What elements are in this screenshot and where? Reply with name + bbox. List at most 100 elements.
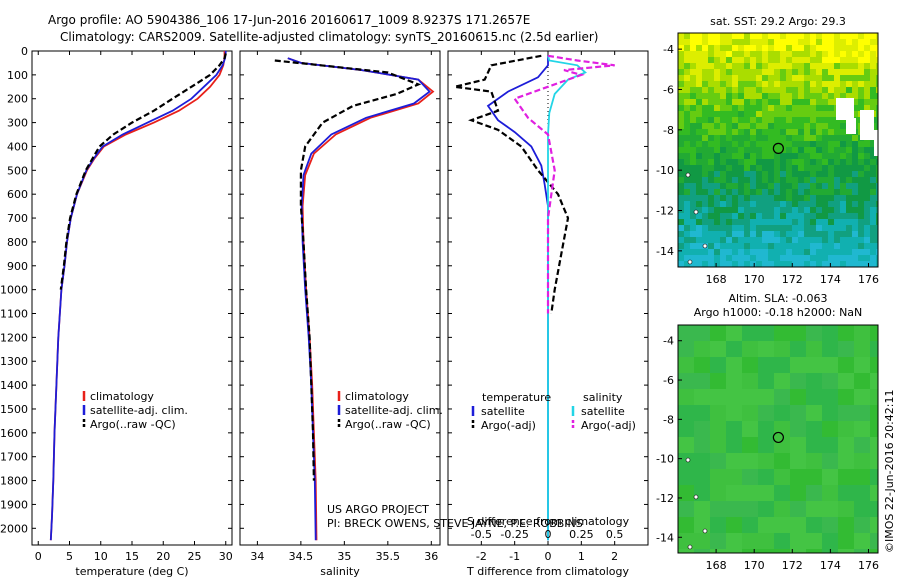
map-cell — [762, 87, 768, 93]
map-cell — [710, 325, 726, 341]
map-cell — [678, 69, 684, 75]
map-cell — [806, 469, 822, 485]
map-cell — [840, 213, 846, 219]
y-tick-label: -10 — [656, 453, 674, 466]
map-cell — [806, 357, 822, 373]
map-cell — [858, 57, 864, 63]
map-cell — [838, 341, 854, 357]
map-cell — [732, 51, 738, 57]
map-cell — [804, 39, 810, 45]
map-cell — [810, 93, 816, 99]
map-cell — [678, 123, 684, 129]
map-cell — [828, 87, 834, 93]
map-cell — [870, 177, 876, 183]
map-cell — [804, 255, 810, 261]
map-cell — [798, 129, 804, 135]
map-cell — [798, 165, 804, 171]
map-cell — [768, 219, 774, 225]
map-cell — [678, 57, 684, 63]
temperature-panel: 0 5 10 15 20 25 300100200300400500600700800900… — [0, 45, 233, 578]
map-cell — [852, 135, 858, 141]
map-cell — [690, 207, 696, 213]
map-cell — [702, 63, 708, 69]
map-cell — [822, 51, 828, 57]
map-cell — [816, 33, 822, 39]
map-cell — [858, 75, 864, 81]
map-cell — [758, 341, 774, 357]
map-cell — [810, 129, 816, 135]
map-cell — [852, 99, 858, 105]
map-cell — [756, 261, 762, 267]
map-cell — [840, 75, 846, 81]
map-cell — [708, 129, 714, 135]
map-cell — [834, 177, 840, 183]
map-cell — [852, 207, 858, 213]
map-cell — [684, 261, 690, 267]
map-cell — [742, 341, 758, 357]
map-cell — [780, 177, 786, 183]
map-cell — [744, 147, 750, 153]
difference-panel: -2 -1 0 1 2T difference from climatology-0.5… — [447, 50, 649, 578]
map-cell — [710, 357, 726, 373]
map-cell — [738, 75, 744, 81]
map-cell — [696, 225, 702, 231]
map-cell — [738, 111, 744, 117]
map-cell — [840, 51, 846, 57]
map-cell — [744, 45, 750, 51]
map-cell — [750, 57, 756, 63]
map-cell — [864, 201, 870, 207]
map-cell — [810, 141, 816, 147]
map-cell — [840, 129, 846, 135]
map-cell — [822, 81, 828, 87]
map-cell — [762, 45, 768, 51]
map-cell — [726, 389, 742, 405]
map-cell — [834, 207, 840, 213]
map-cell — [846, 87, 852, 93]
map-cell — [792, 165, 798, 171]
map-cell — [732, 255, 738, 261]
map-cell — [876, 33, 878, 39]
map-cell — [864, 153, 870, 159]
map-cell — [678, 231, 684, 237]
map-cell — [744, 99, 750, 105]
map-cell — [858, 81, 864, 87]
map-cell — [690, 63, 696, 69]
map-cell — [864, 87, 870, 93]
map-cell — [726, 207, 732, 213]
map-cell — [846, 261, 852, 267]
map-cell — [828, 189, 834, 195]
map-cell — [792, 105, 798, 111]
map-cell — [702, 213, 708, 219]
map-cell — [786, 45, 792, 51]
map-cell — [690, 39, 696, 45]
map-cell — [696, 183, 702, 189]
map-cell — [852, 141, 858, 147]
map-cell — [726, 153, 732, 159]
map-cell — [694, 517, 710, 533]
map-cell — [726, 255, 732, 261]
map-cell — [804, 261, 810, 267]
map-cell — [792, 39, 798, 45]
map-cell — [870, 453, 878, 469]
map-cell — [684, 69, 690, 75]
map-cell — [720, 207, 726, 213]
map-cell — [858, 249, 864, 255]
map-cell — [714, 147, 720, 153]
map-cell — [864, 195, 870, 201]
map-cell — [750, 93, 756, 99]
map-cell — [714, 75, 720, 81]
map-cell — [720, 123, 726, 129]
map-cell — [854, 373, 870, 389]
map-cell — [876, 105, 878, 111]
map-cell — [738, 255, 744, 261]
map-cell — [870, 421, 878, 437]
map-cell — [864, 213, 870, 219]
y-tick-label: 800 — [7, 236, 28, 249]
map-cell — [726, 147, 732, 153]
map-cell — [834, 201, 840, 207]
map-cell — [854, 549, 870, 553]
map-cell — [726, 51, 732, 57]
map-cell — [876, 225, 878, 231]
map-cell — [696, 177, 702, 183]
map-cell — [762, 195, 768, 201]
